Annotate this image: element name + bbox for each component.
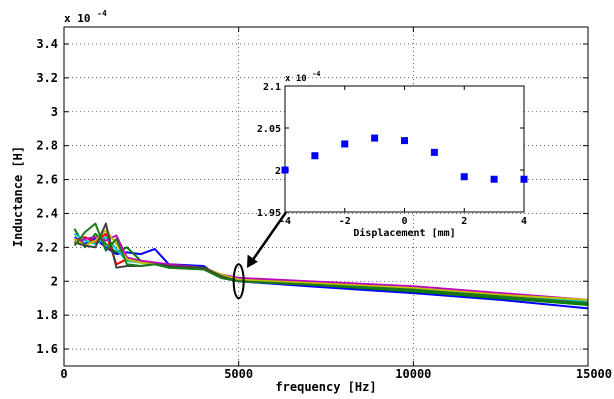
y-tick-label: 1.6 <box>36 342 58 356</box>
x-tick-label: 10000 <box>395 367 431 381</box>
inset-exponent-label: x 10 -4 <box>285 70 321 84</box>
y-exponent-label: x 10 -4 <box>64 9 107 25</box>
inset-data-point <box>281 166 289 174</box>
inset-exponent-power: -4 <box>312 70 320 78</box>
series-line-8 <box>73 222 589 305</box>
y-axis-label: Inductance [H] <box>11 146 25 247</box>
y-tick-label: 3 <box>51 105 58 119</box>
inset-x-axis-label: Displacement [mm] <box>353 227 455 239</box>
y-tick-label: 2.6 <box>36 173 58 187</box>
callout-arrowhead <box>247 254 258 268</box>
series-line-1 <box>73 236 589 310</box>
x-axis-label: frequency [Hz] <box>275 380 376 394</box>
x-tick-label: 5000 <box>224 367 253 381</box>
inset-data-point <box>311 152 319 160</box>
x-tick-label: 15000 <box>576 367 612 381</box>
inset-data-point <box>430 148 438 156</box>
y-tick-label: 3.2 <box>36 71 58 85</box>
y-tick-label: 1.8 <box>36 308 58 322</box>
inset-x-tick-label: 4 <box>521 216 527 227</box>
inset-x-tick-label: -2 <box>339 216 351 227</box>
y-tick-label: 2 <box>51 274 58 288</box>
inset-y-tick-label: 1.95 <box>257 208 281 219</box>
inset-data-point <box>341 140 349 148</box>
inset-x-tick-label: 2 <box>461 216 467 227</box>
inset-x-tick-label: 0 <box>401 216 407 227</box>
inset-axes-frame <box>284 85 525 213</box>
inset-y-tick-label: 2 <box>275 166 281 177</box>
inset-data-point <box>520 175 528 183</box>
y-tick-label: 2.4 <box>36 206 58 220</box>
inset-data-point <box>371 134 379 142</box>
x-tick-label: 0 <box>60 367 67 381</box>
y-exponent-power: -4 <box>97 9 107 18</box>
highlight-ellipse <box>232 263 245 300</box>
y-tick-label: 3.4 <box>36 37 58 51</box>
inset-y-tick-label: 2.1 <box>263 82 281 93</box>
axes-frame <box>63 26 589 367</box>
y-tick-label: 2.2 <box>36 240 58 254</box>
inset-y-tick-label: 2.05 <box>257 124 281 135</box>
inset-data-point <box>460 173 468 181</box>
y-tick-label: 2.8 <box>36 139 58 153</box>
inset-data-point <box>490 175 498 183</box>
inset-x-tick-label: -4 <box>279 216 291 227</box>
inset-data-point <box>401 137 408 145</box>
